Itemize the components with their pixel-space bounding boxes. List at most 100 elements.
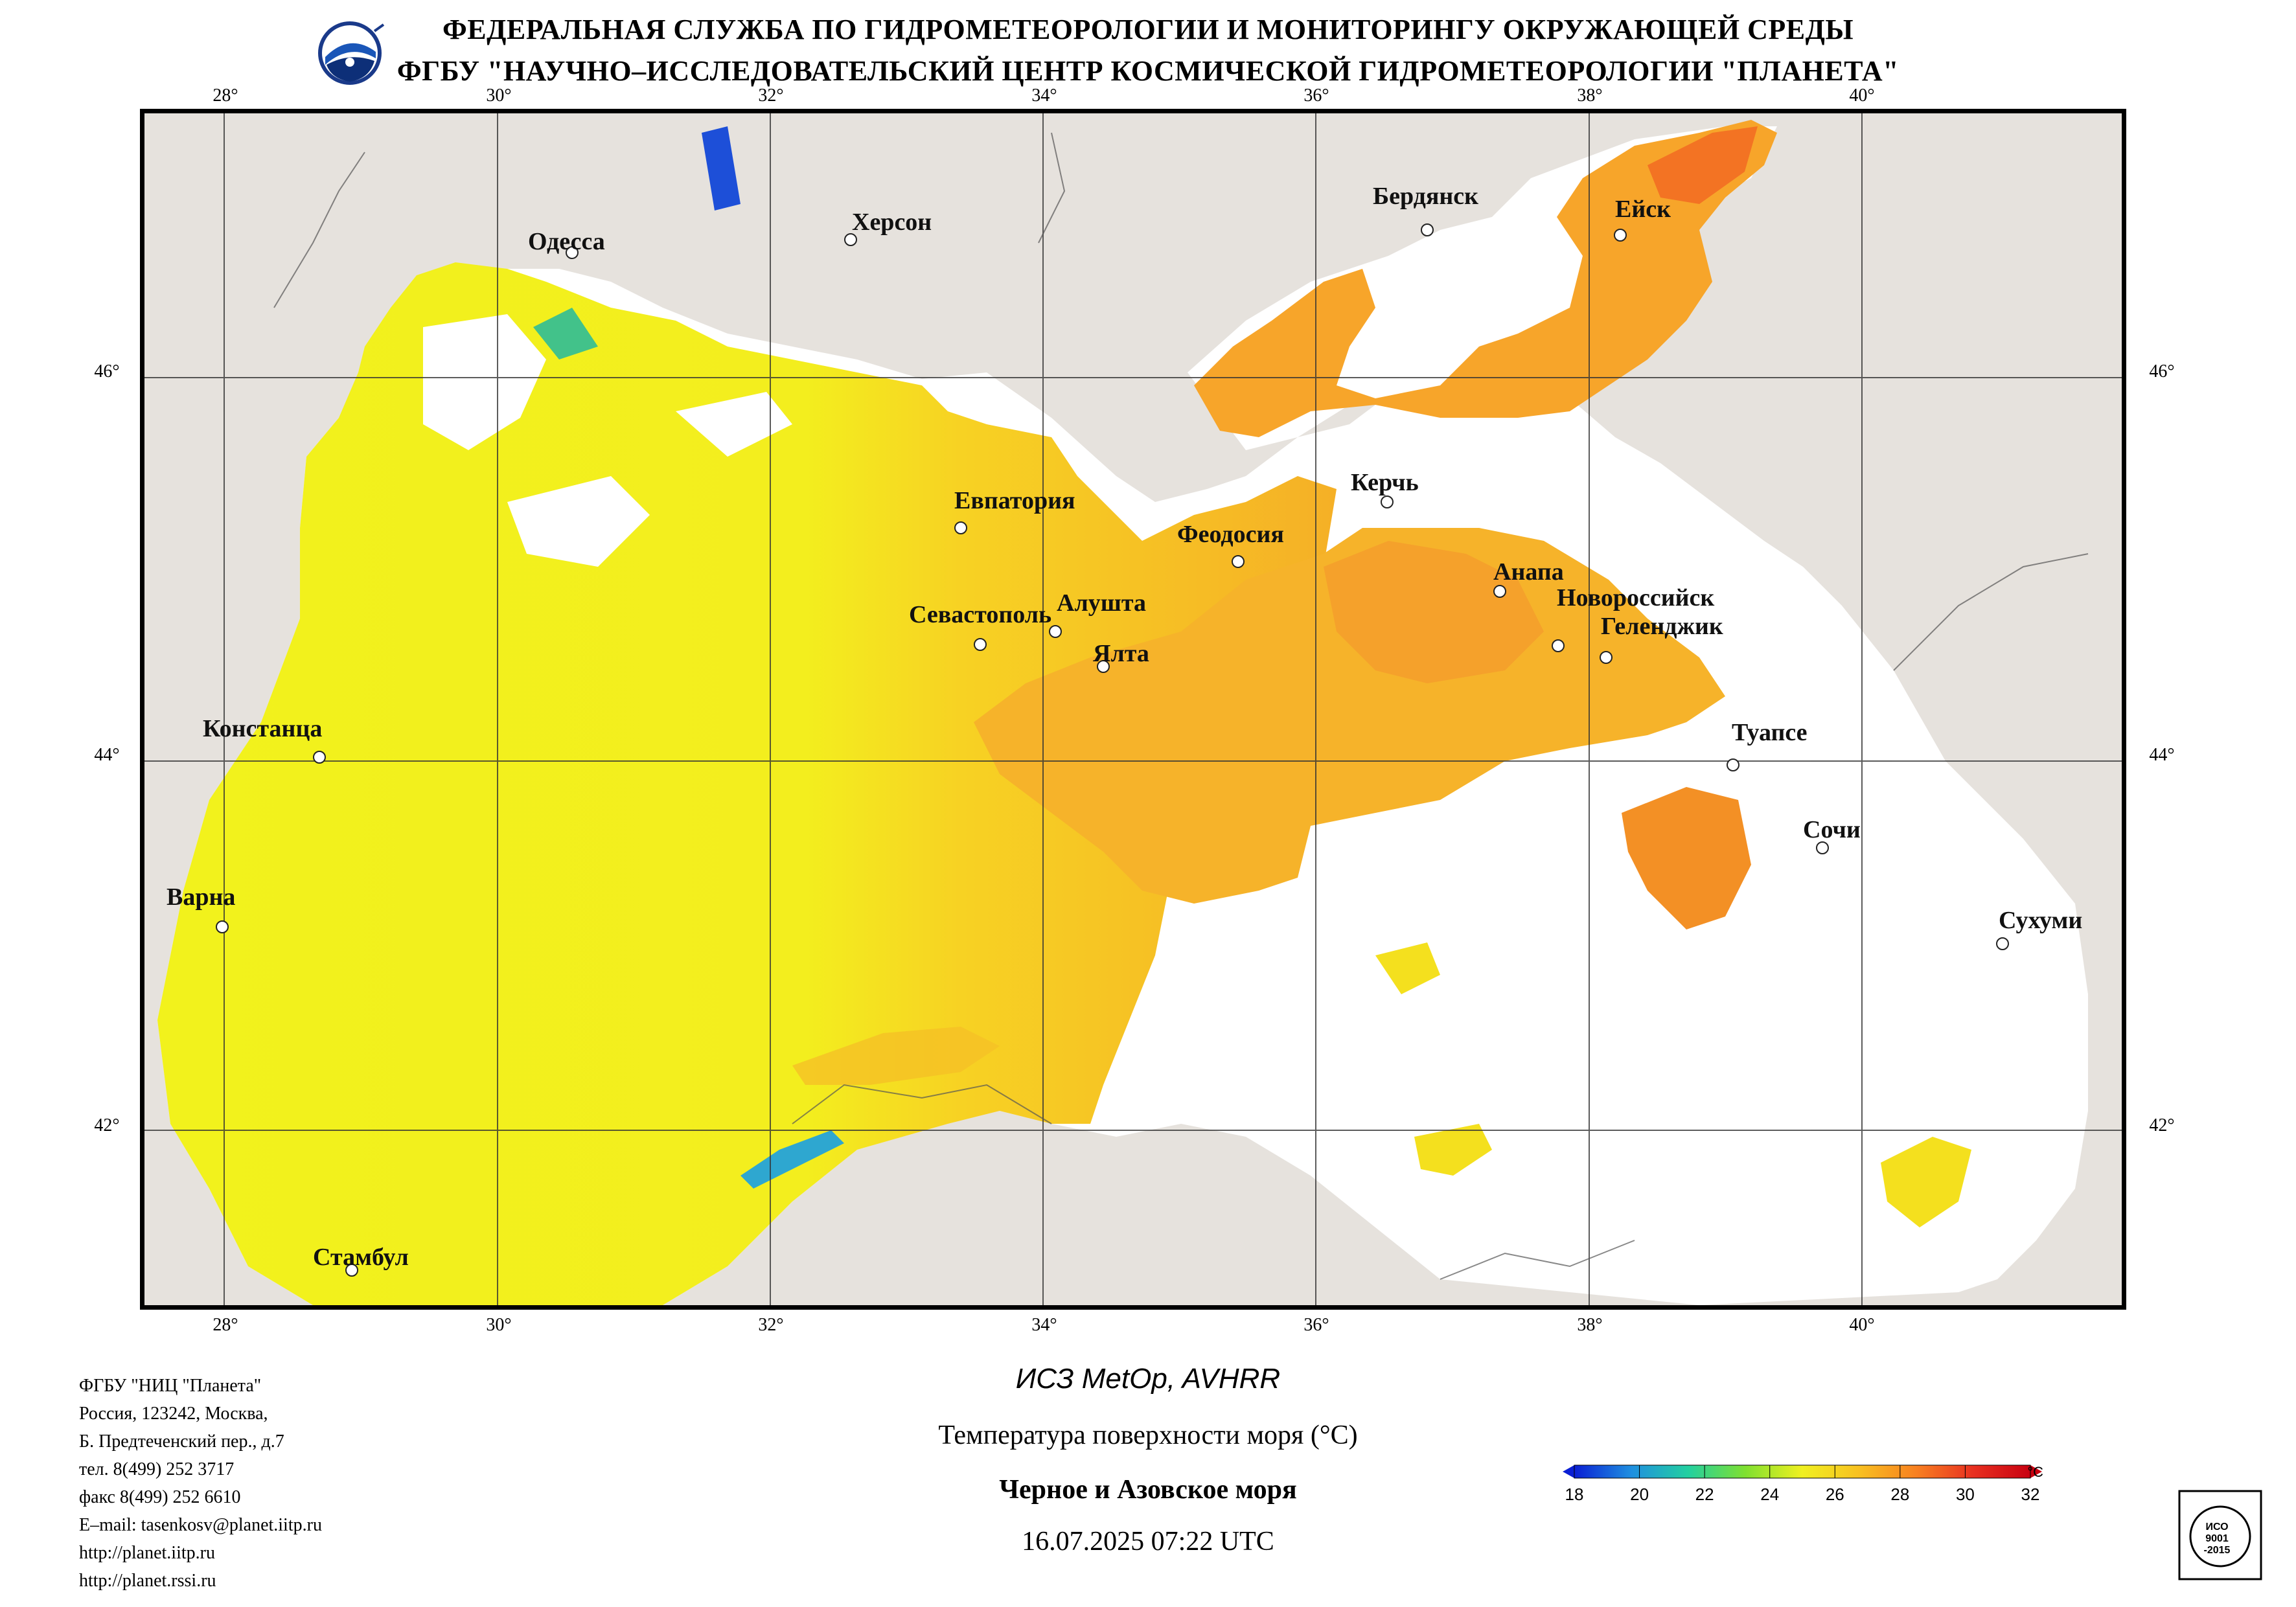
satellite-caption: ИСЗ MetOp, AVHRR xyxy=(1015,1363,1281,1395)
city-marker xyxy=(1727,758,1739,771)
city-label: Севастополь xyxy=(909,601,1051,628)
colorbar-right-arrow xyxy=(2030,1465,2042,1478)
colorbar-tick-label: 22 xyxy=(1695,1485,1714,1504)
city-marker xyxy=(1381,496,1394,508)
sst-east-patch xyxy=(1622,787,1751,929)
sst-yellow-patch xyxy=(1375,942,1440,994)
city-label: Варна xyxy=(166,883,235,911)
city-label: Ялта xyxy=(1093,640,1149,667)
contact-line: факс 8(499) 252 6610 xyxy=(79,1487,241,1507)
city-marker xyxy=(566,246,579,259)
city-label: Херсон xyxy=(852,209,932,236)
sst-cold-strip xyxy=(702,126,740,211)
sst-cold-strip xyxy=(740,1130,844,1189)
sst-map: Одесса Херсон Бердянск Ейск Евпатория Керчь Фе… xyxy=(140,109,2126,1310)
lat-tick-right: 44° xyxy=(2149,745,2175,765)
datetime-caption: 16.07.2025 07:22 UTC xyxy=(1022,1527,1274,1556)
city-label: Анапа xyxy=(1493,558,1564,586)
iso-cert-mark: ИСО 9001 -2015 xyxy=(2178,1490,2262,1580)
city-label: Керчь xyxy=(1351,469,1419,496)
city-label: Туапсе xyxy=(1732,719,1808,746)
lon-tick-top: 32° xyxy=(758,85,784,106)
city-marker xyxy=(1816,841,1829,854)
cloud-patch xyxy=(423,314,546,450)
lon-tick-bottom: 40° xyxy=(1849,1315,1875,1335)
city-marker xyxy=(844,233,857,246)
colorbar-tick-label: 28 xyxy=(1890,1485,1909,1504)
cloud-patch xyxy=(507,476,650,567)
planeta-logo xyxy=(318,21,385,85)
cert-text: ИСО xyxy=(2205,1522,2228,1533)
city-label: Бердянск xyxy=(1373,183,1478,210)
cert-text: -2015 xyxy=(2204,1545,2231,1556)
city-marker xyxy=(216,920,229,933)
contact-line: тел. 8(499) 252 3717 xyxy=(79,1459,235,1479)
lat-tick-right: 46° xyxy=(2149,361,2175,382)
colorbar-tick-label: 30 xyxy=(1956,1485,1975,1504)
lon-tick-bottom: 38° xyxy=(1577,1315,1603,1335)
city-label: Евпатория xyxy=(954,487,1075,514)
sst-warm-core xyxy=(1324,541,1544,683)
contact-line: Б. Предтеченский пер., д.7 xyxy=(79,1431,284,1452)
contact-url[interactable]: http://planet.iitp.ru xyxy=(79,1543,215,1563)
city-marker xyxy=(954,521,967,534)
sst-azov-hot xyxy=(1647,126,1758,204)
lon-tick-top: 38° xyxy=(1577,85,1603,106)
city-marker xyxy=(1097,660,1110,673)
city-label: Констанца xyxy=(203,715,322,742)
lon-tick-top: 34° xyxy=(1031,85,1057,106)
city-label: Геленджик xyxy=(1601,613,1723,640)
lon-tick-bottom: 32° xyxy=(758,1315,784,1335)
contact-line: Россия, 123242, Москва, xyxy=(79,1404,268,1424)
header-title-1: ФЕДЕРАЛЬНАЯ СЛУЖБА ПО ГИДРОМЕТЕОРОЛОГИИ … xyxy=(442,14,1854,45)
city-marker xyxy=(1421,223,1434,236)
city-marker xyxy=(1996,937,2009,950)
sst-warm-band xyxy=(792,1027,1000,1085)
sst-yellow-patch xyxy=(1414,1124,1492,1176)
city-label: Стамбул xyxy=(313,1244,409,1271)
colorbar-left-arrow xyxy=(1563,1465,1574,1478)
colorbar: 18 20 22 24 26 28 30 32 °C xyxy=(1563,1464,2043,1504)
city-marker xyxy=(1600,651,1613,664)
colorbar-tick-label: 18 xyxy=(1565,1485,1584,1504)
cloud-patch xyxy=(676,392,792,457)
colorbar-tick-label: 20 xyxy=(1630,1485,1649,1504)
sst-azov-field xyxy=(1194,120,1777,437)
region-caption: Черное и Азовское моря xyxy=(999,1475,1297,1505)
city-label: Сухуми xyxy=(1999,907,2082,934)
colorbar-tick-label: 24 xyxy=(1760,1485,1779,1504)
contact-email[interactable]: E–mail: tasenkosv@planet.iitp.ru xyxy=(79,1515,322,1535)
cert-text: 9001 xyxy=(2205,1533,2229,1544)
lat-tick-left: 46° xyxy=(94,361,120,382)
lat-tick-right: 42° xyxy=(2149,1115,2175,1135)
city-marker xyxy=(974,638,987,651)
graticule xyxy=(144,113,2122,1305)
city-marker xyxy=(1493,585,1506,598)
lat-tick-left: 42° xyxy=(94,1115,120,1135)
city-label: Сочи xyxy=(1803,816,1861,843)
header-title-2: ФГБУ "НАУЧНО–ИССЛЕДОВАТЕЛЬСКИЙ ЦЕНТР КОС… xyxy=(396,55,1900,87)
lon-tick-bottom: 28° xyxy=(212,1315,238,1335)
lon-tick-bottom: 36° xyxy=(1303,1315,1329,1335)
colorbar-unit: °C xyxy=(2027,1464,2043,1480)
lon-tick-top: 28° xyxy=(212,85,238,106)
city-marker xyxy=(1614,229,1627,242)
city-label: Одесса xyxy=(528,228,605,255)
lon-tick-bottom: 34° xyxy=(1031,1315,1057,1335)
colorbar-tick-label: 32 xyxy=(2021,1485,2040,1504)
city-marker xyxy=(1552,639,1565,652)
contact-info: ФГБУ "НИЦ "Планета" Россия, 123242, Моск… xyxy=(79,1372,322,1595)
lon-tick-top: 30° xyxy=(486,85,512,106)
lon-tick-top: 40° xyxy=(1849,85,1875,106)
lat-tick-left: 44° xyxy=(94,745,120,765)
city-label: Ейск xyxy=(1615,196,1671,223)
city-label: Феодосия xyxy=(1177,521,1284,548)
contact-url[interactable]: http://planet.rssi.ru xyxy=(79,1571,216,1591)
city-marker xyxy=(313,751,326,764)
city-marker xyxy=(1232,555,1245,568)
contact-line: ФГБУ "НИЦ "Планета" xyxy=(79,1376,262,1396)
parameter-caption: Температура поверхности моря (°C) xyxy=(938,1420,1358,1450)
country-borders xyxy=(273,132,2089,1280)
lon-tick-bottom: 30° xyxy=(486,1315,512,1335)
city-label: Алушта xyxy=(1057,589,1146,617)
